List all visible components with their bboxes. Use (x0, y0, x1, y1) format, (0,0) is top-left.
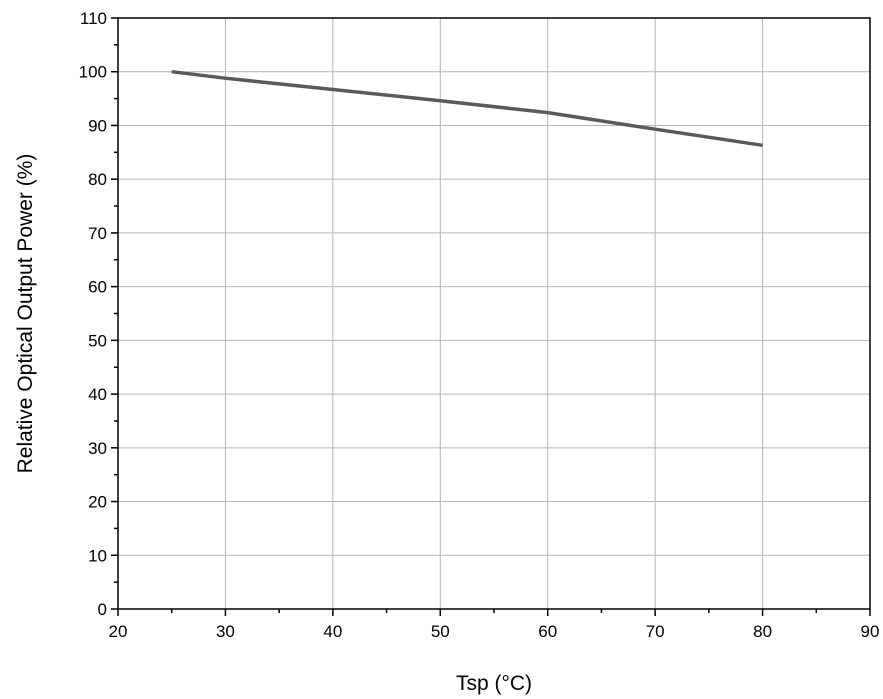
y-tick-label: 30 (88, 439, 107, 458)
x-tick-label: 30 (216, 622, 235, 641)
grid-lines (117, 17, 871, 610)
x-tick-label: 80 (753, 622, 772, 641)
x-tick-label: 50 (431, 622, 450, 641)
y-axis-title: Relative Optical Output Power (%) (14, 154, 37, 474)
x-axis-title: Tsp (°C) (456, 672, 532, 695)
y-tick-label: 100 (79, 63, 107, 82)
y-axis-ticks: 0 10 20 30 40 50 60 70 80 90 100 110 (79, 9, 118, 619)
x-tick-label: 70 (646, 622, 665, 641)
y-tick-label: 60 (88, 278, 107, 297)
y-tick-label: 70 (88, 224, 107, 243)
x-tick-label: 40 (323, 622, 342, 641)
x-tick-label: 90 (861, 622, 880, 641)
x-tick-label: 20 (109, 622, 128, 641)
y-tick-label: 80 (88, 170, 107, 189)
series-line-1 (171, 69, 763, 148)
y-tick-label: 40 (88, 385, 107, 404)
y-tick-label: 50 (88, 331, 107, 350)
y-tick-label: 20 (88, 493, 107, 512)
y-tick-label: 110 (80, 9, 107, 28)
y-tick-label: 90 (88, 116, 107, 135)
y-tick-label: 10 (88, 546, 107, 565)
x-tick-label: 60 (538, 622, 557, 641)
series-layer (171, 69, 763, 148)
x-axis-ticks: 20 30 40 50 60 70 80 90 (109, 609, 880, 641)
y-tick-label: 0 (98, 600, 107, 619)
